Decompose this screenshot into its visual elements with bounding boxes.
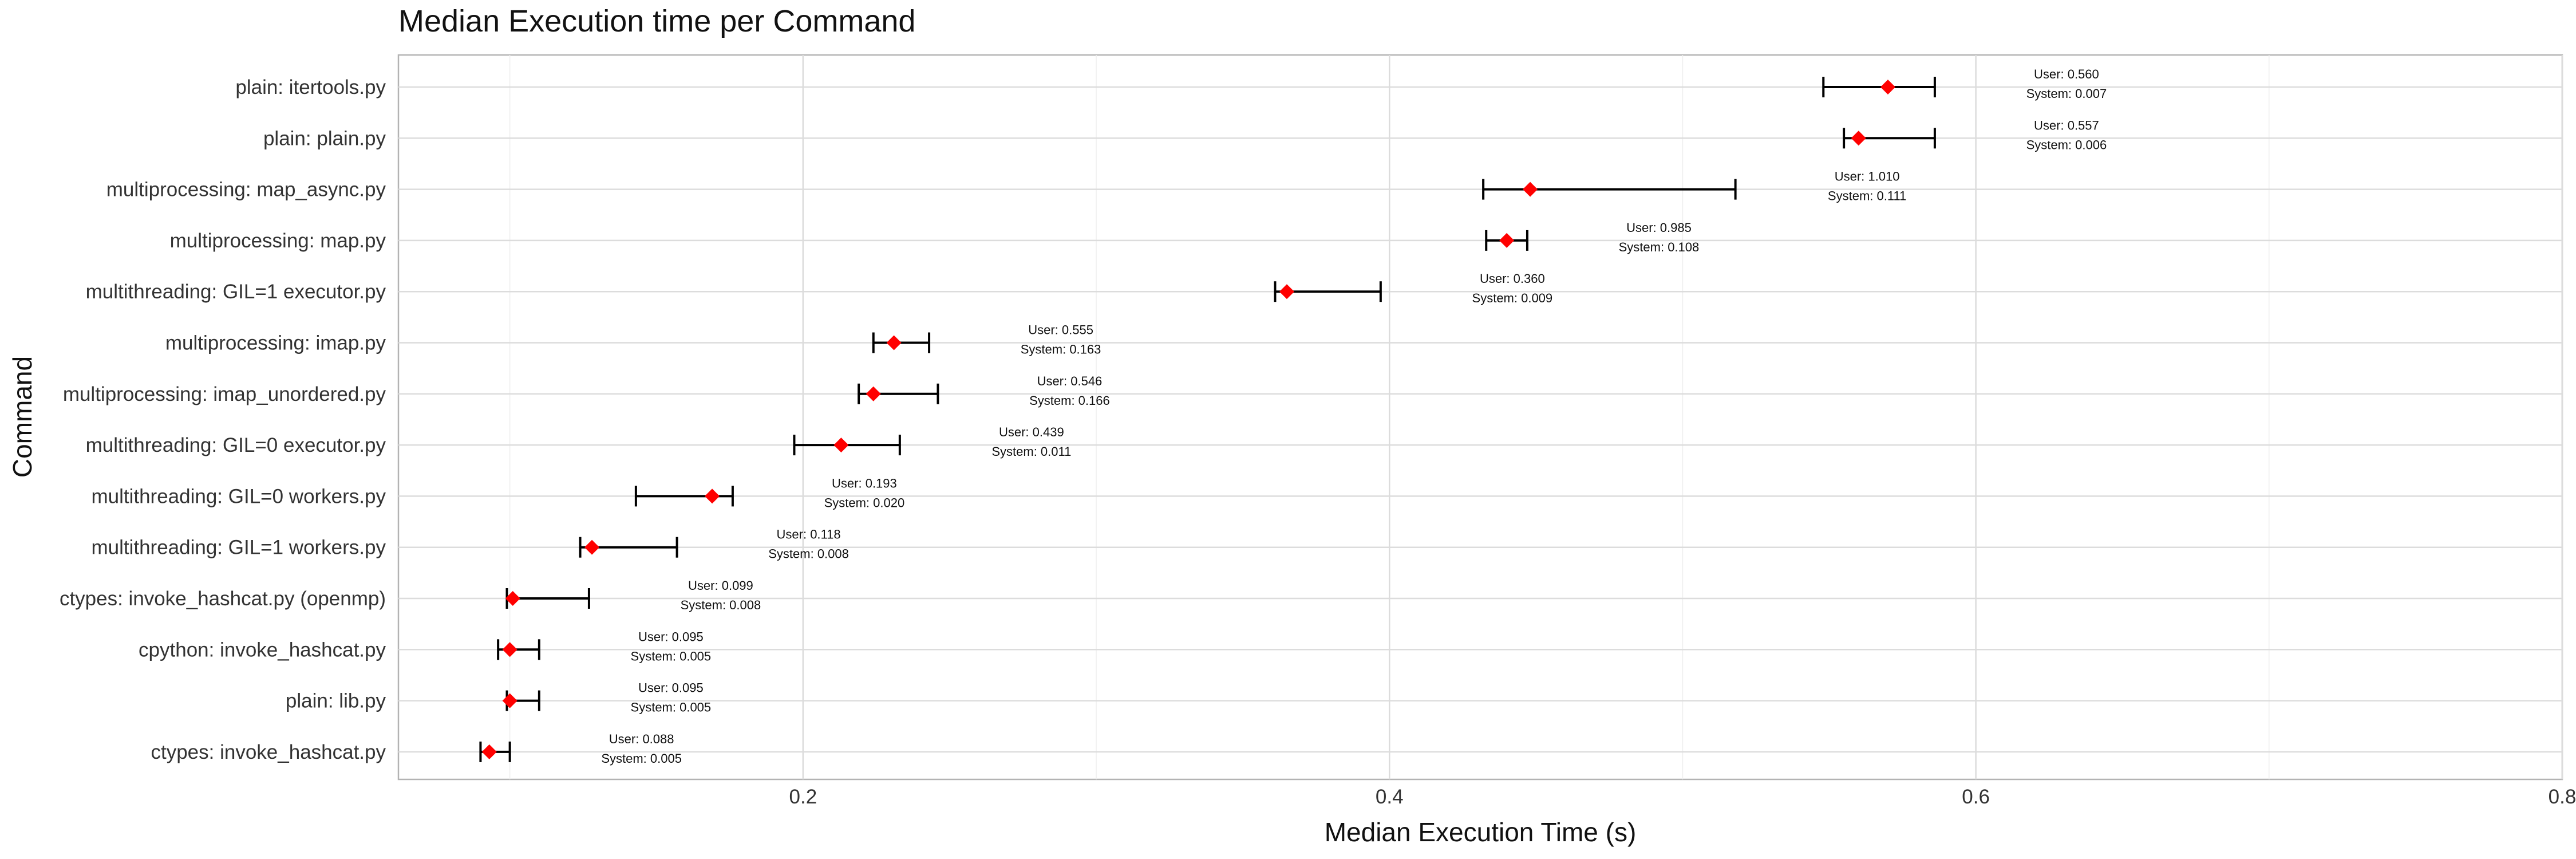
annotation-user: User: 0.360 — [1480, 271, 1545, 286]
y-tick-label: plain: itertools.py — [235, 76, 386, 98]
annotation-system: System: 0.005 — [601, 751, 682, 766]
median-point — [705, 488, 720, 504]
annotation-system: System: 0.009 — [1472, 291, 1553, 305]
median-point — [833, 438, 849, 453]
y-tick-labels: plain: itertools.py plain: plain.py multip… — [60, 76, 386, 763]
median-point — [1499, 233, 1515, 248]
grid-lines — [398, 55, 2563, 779]
median-point — [866, 386, 881, 401]
median-point — [502, 693, 517, 708]
annotation-user: User: 0.555 — [1028, 323, 1093, 337]
median-point — [1880, 80, 1895, 94]
annotation-user: User: 0.095 — [638, 629, 704, 644]
annotation-system: System: 0.005 — [631, 700, 712, 715]
annotation-user: User: 0.546 — [1037, 374, 1103, 388]
annotation-system: System: 0.008 — [768, 547, 849, 561]
annotation-user: User: 0.560 — [2034, 67, 2099, 81]
annotation-system: System: 0.011 — [991, 444, 1071, 459]
median-points — [481, 80, 1895, 759]
error-bars — [479, 77, 1936, 762]
annotation-system: System: 0.005 — [631, 649, 712, 663]
y-tick-label: plain: lib.py — [286, 690, 386, 712]
median-point — [481, 744, 497, 759]
median-point — [886, 335, 902, 350]
y-tick-label: cpython: invoke_hashcat.py — [139, 639, 386, 661]
annotation-system: System: 0.108 — [1619, 240, 1700, 254]
annotation-user: User: 0.439 — [999, 425, 1064, 439]
median-point — [505, 591, 520, 606]
chart-title: Median Execution time per Command — [398, 4, 916, 38]
annotation-user: User: 0.557 — [2034, 118, 2099, 132]
x-tick-label: 0.8 — [2549, 786, 2576, 808]
annotation-system: System: 0.163 — [1021, 342, 1101, 357]
annotation-system: System: 0.006 — [2026, 137, 2107, 152]
plot-panel — [397, 54, 2563, 781]
y-tick-label: multithreading: GIL=0 workers.py — [91, 485, 386, 507]
x-tick-label: 0.4 — [1376, 786, 1404, 808]
annotation-user: User: 0.099 — [688, 578, 753, 593]
annotation-system: System: 0.111 — [1828, 189, 1906, 203]
annotation-system: System: 0.020 — [824, 495, 905, 510]
annotation-user: User: 0.088 — [609, 732, 674, 746]
median-point — [1279, 284, 1294, 300]
x-tick-labels: 0.2 0.4 0.6 0.8 — [789, 786, 2576, 808]
y-tick-label: multiprocessing: map.py — [170, 230, 386, 252]
x-axis-title: Median Execution Time (s) — [1325, 817, 1637, 847]
annotation-user: User: 0.985 — [1626, 220, 1692, 235]
annotation-system: System: 0.166 — [1029, 393, 1110, 408]
annotations: User: 0.560 System: 0.007 User: 0.557 Syste… — [601, 67, 2107, 766]
y-tick-label: plain: plain.py — [263, 127, 386, 149]
annotation-user: User: 0.095 — [638, 681, 704, 695]
median-point — [502, 642, 517, 657]
median-point — [584, 539, 600, 555]
y-tick-label: multiprocessing: imap.py — [165, 332, 386, 354]
y-tick-label: ctypes: invoke_hashcat.py (openmp) — [60, 588, 386, 610]
x-tick-label: 0.6 — [1962, 786, 1990, 808]
median-point — [1851, 131, 1866, 146]
x-tick-label: 0.2 — [789, 786, 817, 808]
y-tick-label: multiprocessing: map_async.py — [106, 179, 386, 201]
y-tick-label: multithreading: GIL=1 workers.py — [91, 537, 386, 559]
y-tick-label: multithreading: GIL=1 executor.py — [86, 281, 386, 303]
annotation-system: System: 0.008 — [681, 598, 761, 612]
annotation-user: User: 1.010 — [1835, 170, 1900, 184]
annotation-user: User: 0.193 — [832, 476, 897, 490]
median-point — [1523, 182, 1538, 197]
annotation-user: User: 0.118 — [777, 527, 841, 542]
y-axis-title: Command — [7, 356, 37, 478]
y-tick-label: ctypes: invoke_hashcat.py — [151, 741, 386, 763]
annotation-system: System: 0.007 — [2026, 86, 2107, 101]
y-tick-label: multithreading: GIL=0 executor.py — [86, 434, 386, 456]
y-tick-label: multiprocessing: imap_unordered.py — [63, 383, 386, 405]
